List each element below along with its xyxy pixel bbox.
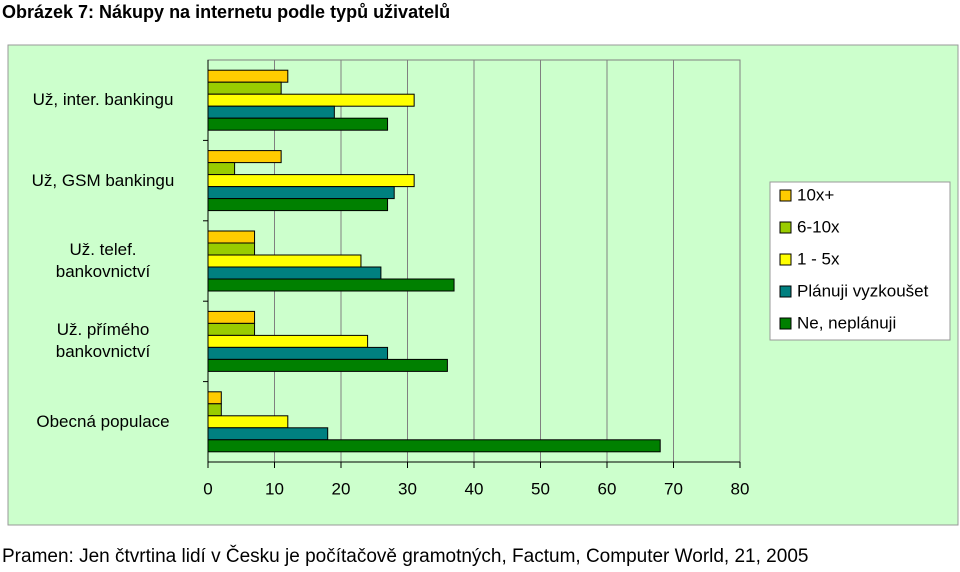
bar bbox=[207, 358, 448, 372]
bar bbox=[207, 162, 236, 176]
x-tick-label: 20 bbox=[332, 479, 351, 498]
x-tick-label: 50 bbox=[531, 479, 550, 498]
bar bbox=[207, 278, 455, 292]
legend-label: 1 - 5x bbox=[797, 249, 840, 268]
bar bbox=[207, 242, 256, 256]
bar bbox=[207, 403, 222, 417]
legend-label: 6-10x bbox=[797, 217, 840, 236]
legend-swatch bbox=[779, 285, 792, 298]
bar bbox=[207, 105, 335, 119]
bar bbox=[207, 322, 256, 336]
y-tick-label: Už. přímého bankovnictví bbox=[55, 320, 151, 362]
bar bbox=[207, 93, 415, 107]
x-tick-label: 80 bbox=[731, 479, 750, 498]
bar bbox=[207, 310, 256, 324]
bar bbox=[207, 346, 389, 360]
bar bbox=[207, 254, 362, 268]
legend-label: Ne, neplánuji bbox=[797, 313, 896, 332]
y-tick-label: Obecná populace bbox=[36, 411, 170, 431]
legend-label: 10x+ bbox=[797, 185, 834, 204]
bar bbox=[207, 186, 395, 200]
bar bbox=[207, 174, 415, 188]
bar bbox=[207, 230, 256, 244]
bar bbox=[207, 427, 329, 441]
bar bbox=[207, 198, 389, 212]
chart-title: Obrázek 7: Nákupy na internetu podle typ… bbox=[2, 2, 451, 22]
legend-swatch bbox=[779, 317, 792, 330]
bar bbox=[207, 81, 282, 95]
bar bbox=[207, 334, 369, 348]
legend-label: Plánuji vyzkoušet bbox=[797, 281, 929, 300]
legend bbox=[769, 181, 951, 341]
legend-swatch bbox=[779, 221, 792, 234]
x-tick-label: 10 bbox=[265, 479, 284, 498]
x-tick-label: 40 bbox=[465, 479, 484, 498]
x-tick-label: 0 bbox=[203, 479, 212, 498]
bar bbox=[207, 117, 389, 131]
legend-swatch bbox=[779, 189, 792, 202]
bar bbox=[207, 439, 661, 453]
x-tick-label: 70 bbox=[664, 479, 683, 498]
source: Pramen: Jen čtvrtina lidí v Česku je poč… bbox=[2, 546, 809, 567]
y-tick-label: Už, inter. bankingu bbox=[32, 90, 174, 110]
x-tick-label: 60 bbox=[598, 479, 617, 498]
bar bbox=[207, 266, 382, 280]
bar bbox=[207, 69, 289, 83]
bar bbox=[207, 391, 222, 405]
x-tick-label: 30 bbox=[398, 479, 417, 498]
bar bbox=[207, 415, 289, 429]
y-tick-label: Už. telef. bankovnictví bbox=[55, 240, 151, 281]
legend-swatch bbox=[779, 253, 792, 266]
y-tick-label: Už, GSM bankingu bbox=[31, 170, 175, 190]
bar bbox=[207, 150, 282, 164]
